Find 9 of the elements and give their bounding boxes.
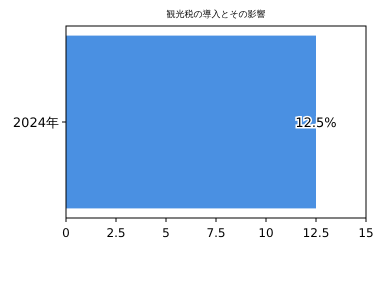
x-tick-label: 0 <box>62 226 70 240</box>
x-tick-label: 2.5 <box>106 226 126 240</box>
x-tick-label: 10 <box>258 226 274 240</box>
x-tick-label: 15 <box>358 226 374 240</box>
x-tick-label: 12.5 <box>302 226 330 240</box>
x-tick-label: 5 <box>162 226 170 240</box>
y-tick-label: 2024年 <box>12 116 59 131</box>
x-tick-label: 7.5 <box>206 226 226 240</box>
chart-title: 観光税の導入とその影響 <box>166 9 266 20</box>
